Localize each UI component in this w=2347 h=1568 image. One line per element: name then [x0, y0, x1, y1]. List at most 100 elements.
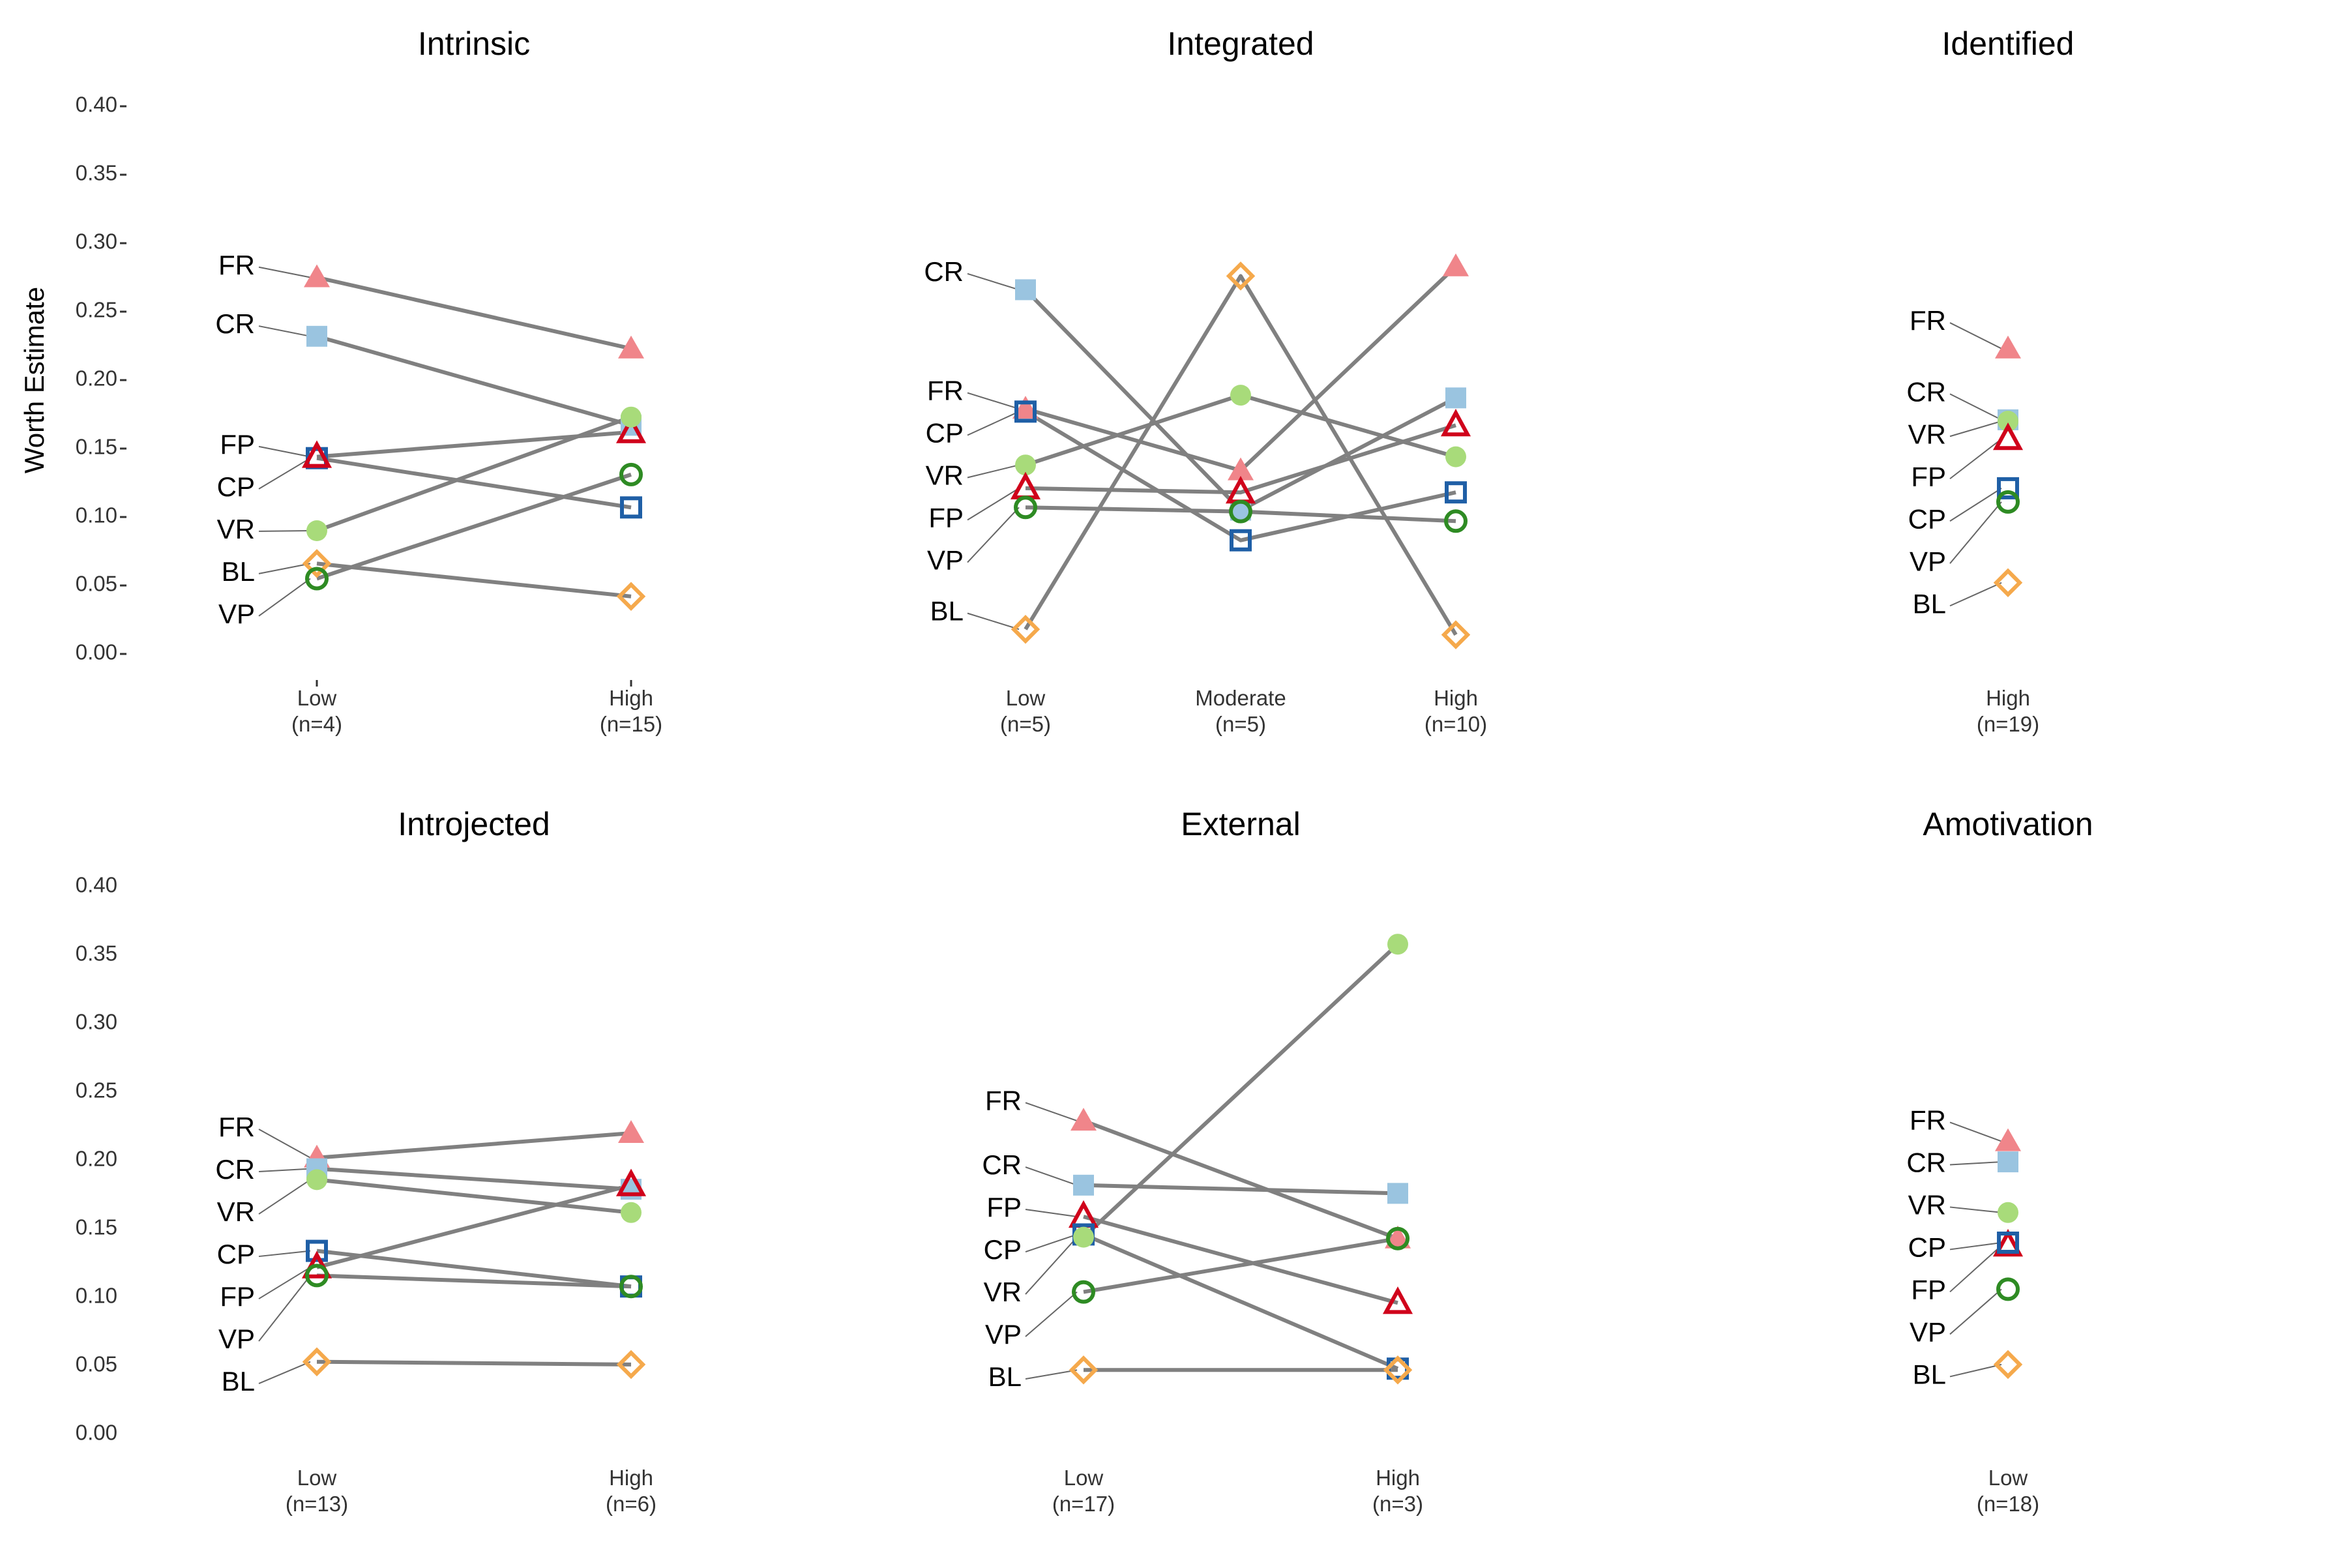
label-leader-bl-external [1025, 1369, 1078, 1380]
panel-title-introjected: Introjected [398, 806, 550, 842]
series-line-vp-introjected [316, 1273, 632, 1289]
y-tick-label-row2-6: 0.30 [76, 1010, 117, 1034]
series-label-vp-introjected: VP [218, 1324, 255, 1354]
marker-cp-integrated-low [1014, 400, 1037, 423]
label-leader-bl-integrated [967, 612, 1020, 630]
label-leader-vp-intrinsic [258, 578, 311, 617]
series-label-fr-amotivation: FR [1910, 1105, 1946, 1136]
marker-fp-external-low [1068, 1200, 1099, 1228]
label-leader-cp-intrinsic [258, 457, 311, 490]
series-label-bl-external: BL [988, 1361, 1022, 1392]
y-tick-label-row2-7: 0.35 [76, 941, 117, 966]
label-leader-vp-integrated [967, 507, 1020, 563]
marker-cr-external-high [1387, 1183, 1408, 1204]
series-label-vp-intrinsic: VP [218, 599, 255, 629]
marker-vr-integrated-moderate [1230, 385, 1251, 406]
series-line-bl-integrated [1024, 274, 1458, 636]
label-leader-fp-introjected [258, 1266, 311, 1299]
label-leader-cp-amotivation [1949, 1242, 2002, 1250]
series-label-fp-external: FP [986, 1192, 1022, 1222]
label-leader-vr-identified [1949, 421, 2002, 437]
y-tick-label-row2-0: 0.00 [76, 1421, 117, 1445]
panel-amotivation: Amotivation Low(n=18) FR CR VR CP FP VP BL [1906, 806, 2093, 1516]
series-label-fr-external: FR [985, 1085, 1022, 1116]
marker-fr-identified-high [1995, 335, 2021, 359]
series-label-vr-integrated: VR [926, 460, 964, 491]
series-line-vp-intrinsic [316, 473, 632, 581]
marker-cp-integrated-moderate [1230, 529, 1252, 552]
marker-vp-intrinsic-high [619, 462, 643, 486]
series-line-fp-introjected [316, 1183, 632, 1269]
series-label-fp-integrated: FP [928, 503, 964, 533]
y-tick-label-row2-4: 0.20 [76, 1147, 117, 1171]
series-label-vr-identified: VR [1908, 419, 1946, 449]
panel-identified: Identified High(n=19) FR CR VR FP CP VP BL [1906, 25, 2074, 736]
label-leader-bl-introjected [258, 1361, 311, 1384]
label-leader-cr-external [1025, 1166, 1078, 1186]
series-label-vp-external: VP [985, 1319, 1022, 1350]
marker-cr-amotivation-low [1998, 1151, 2018, 1173]
x-tick-count-low: (n=17) [1052, 1492, 1115, 1516]
marker-cr-integrated-high [1445, 387, 1466, 409]
marker-vp-integrated-moderate [1229, 499, 1252, 524]
series-label-cr-integrated: CR [924, 256, 964, 287]
label-leader-vp-amotivation [1949, 1288, 2002, 1335]
series-label-fr-identified: FR [1910, 305, 1946, 336]
marker-fp-intrinsic-low [301, 440, 332, 468]
label-leader-vr-external [1025, 1236, 1078, 1295]
x-tick-count-low: (n=13) [286, 1492, 348, 1516]
y-tick-label-row1-1: 0.05 [76, 572, 117, 596]
series-line-bl-introjected [316, 1359, 632, 1367]
series-label-bl-intrinsic: BL [222, 556, 255, 587]
label-leader-bl-amotivation [1949, 1363, 2002, 1378]
x-tick-label-high: High [1434, 686, 1478, 710]
marker-bl-integrated-moderate [1226, 261, 1256, 291]
panel-intrinsic: Intrinsic Low(n=4) High(n=15) FR CR FP CP VR BL V… [215, 25, 662, 736]
series-label-vp-amotivation: VP [1910, 1317, 1946, 1348]
series-label-vr-intrinsic: VR [217, 514, 255, 544]
marker-vp-external-high [1386, 1226, 1410, 1250]
series-label-vp-identified: VP [1910, 546, 1946, 576]
series-line-vr-intrinsic [316, 415, 632, 533]
y-tick-label-row2-5: 0.25 [76, 1078, 117, 1102]
panel-title-integrated: Integrated [1167, 25, 1314, 62]
x-tick-label-low: Low [1988, 1466, 2028, 1490]
label-leader-fr-intrinsic [258, 266, 311, 278]
marker-vr-introjected-low [306, 1169, 327, 1191]
label-leader-cp-identified [1949, 488, 2002, 522]
label-leader-fr-identified [1949, 322, 2002, 349]
marker-fr-external-high [1385, 1225, 1411, 1249]
y-tick-label-row2-3: 0.15 [76, 1215, 117, 1239]
marker-fp-integrated-high [1440, 409, 1471, 437]
marker-fr-integrated-low [1012, 396, 1039, 419]
series-label-fp-identified: FP [1911, 461, 1946, 492]
x-tick-label-high: High [1986, 686, 2030, 710]
marker-fp-identified-high [1992, 422, 2024, 451]
label-leader-cp-introjected [258, 1250, 311, 1258]
x-tick-label-high: High [1376, 1466, 1420, 1490]
label-leader-fr-external [1025, 1102, 1078, 1122]
label-leader-vp-identified [1949, 501, 2002, 564]
series-label-cr-identified: CR [1906, 376, 1946, 407]
label-leader-fr-introjected [258, 1129, 311, 1159]
series-label-vr-external: VR [984, 1277, 1022, 1307]
marker-bl-identified-high [1993, 568, 2023, 598]
series-label-cp-integrated: CP [926, 418, 964, 449]
y-tick-label-row1-8: 0.40 [76, 93, 117, 117]
marker-cp-identified-high [1997, 477, 2019, 499]
series-label-cp-intrinsic: CP [217, 471, 255, 502]
series-label-bl-amotivation: BL [1913, 1359, 1946, 1390]
marker-fr-introjected-high [618, 1120, 644, 1143]
x-tick-label-high: High [609, 686, 653, 710]
series-label-cp-introjected: CP [217, 1239, 255, 1269]
y-tick-label-row1-0: 0.00 [76, 640, 117, 664]
series-label-cr-introjected: CR [215, 1154, 255, 1185]
series-line-cp-external [1082, 1232, 1399, 1370]
marker-fp-external-high [1382, 1286, 1413, 1314]
series-label-fr-intrinsic: FR [218, 250, 255, 280]
label-leader-bl-identified [1949, 582, 2002, 607]
series-line-cp-intrinsic [316, 456, 632, 510]
panel-title-intrinsic: Intrinsic [418, 25, 530, 62]
